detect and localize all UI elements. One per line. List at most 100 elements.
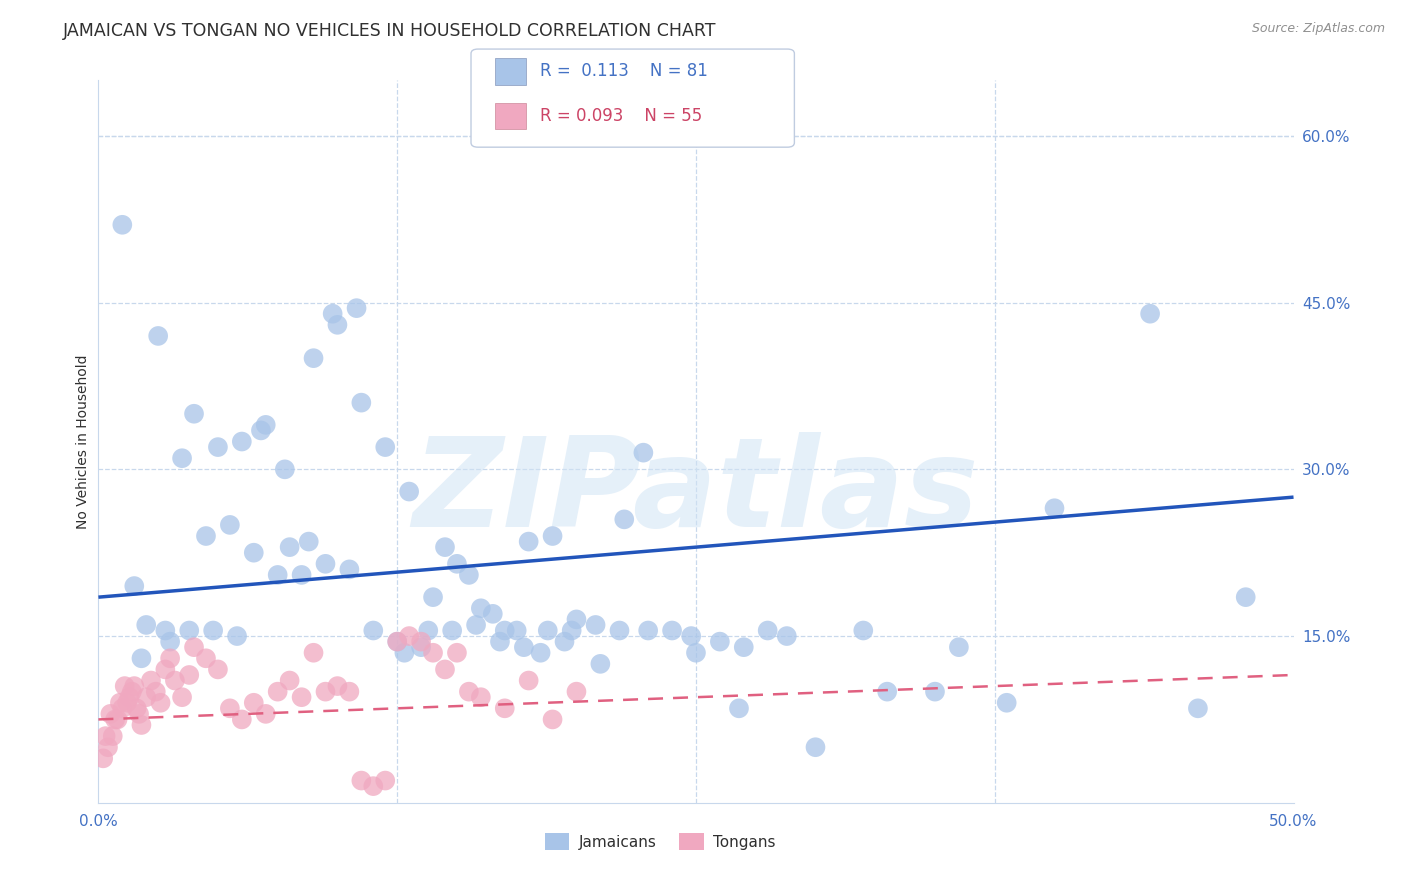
- Point: [537, 624, 560, 638]
- Point: [111, 218, 134, 232]
- Point: [195, 651, 218, 665]
- Point: [554, 634, 576, 648]
- Point: [458, 684, 481, 698]
- Point: [322, 307, 344, 321]
- Point: [302, 646, 325, 660]
- Point: [1234, 590, 1257, 604]
- Point: [267, 568, 290, 582]
- Point: [681, 629, 703, 643]
- Point: [111, 701, 134, 715]
- Point: [685, 646, 707, 660]
- Point: [207, 440, 229, 454]
- Point: [91, 751, 114, 765]
- Point: [131, 718, 153, 732]
- Point: [339, 684, 361, 698]
- Point: [470, 601, 492, 615]
- Point: [441, 624, 464, 638]
- Point: [118, 690, 141, 705]
- Point: [231, 713, 253, 727]
- Point: [482, 607, 505, 621]
- Point: [585, 618, 607, 632]
- Point: [135, 618, 157, 632]
- Point: [202, 624, 225, 638]
- Point: [159, 634, 181, 648]
- Point: [494, 701, 516, 715]
- Point: [350, 773, 373, 788]
- Y-axis label: No Vehicles in Household: No Vehicles in Household: [76, 354, 90, 529]
- Point: [243, 546, 266, 560]
- Point: [159, 651, 181, 665]
- Text: R = 0.093    N = 55: R = 0.093 N = 55: [540, 107, 702, 125]
- Point: [637, 624, 659, 638]
- Point: [346, 301, 368, 315]
- Point: [541, 529, 564, 543]
- Point: [470, 690, 492, 705]
- Point: [489, 634, 512, 648]
- Point: [315, 684, 337, 698]
- Point: [709, 634, 731, 648]
- Point: [302, 351, 325, 366]
- Point: [149, 696, 172, 710]
- Point: [124, 679, 146, 693]
- Point: [291, 568, 314, 582]
- Point: [124, 579, 146, 593]
- Point: [179, 624, 201, 638]
- Point: [465, 618, 488, 632]
- Point: [995, 696, 1018, 710]
- Point: [183, 640, 205, 655]
- Point: [278, 540, 301, 554]
- Point: [418, 624, 440, 638]
- Point: [291, 690, 314, 705]
- Point: [852, 624, 875, 638]
- Point: [385, 634, 409, 648]
- Point: [458, 568, 481, 582]
- Point: [121, 684, 143, 698]
- Point: [565, 612, 588, 626]
- Point: [172, 690, 194, 705]
- Point: [172, 451, 194, 466]
- Point: [278, 673, 301, 688]
- Point: [267, 684, 290, 698]
- Point: [661, 624, 683, 638]
- Point: [145, 684, 167, 698]
- Point: [411, 640, 433, 655]
- Point: [434, 540, 457, 554]
- Point: [924, 684, 946, 698]
- Point: [609, 624, 631, 638]
- Point: [108, 696, 131, 710]
- Point: [541, 713, 564, 727]
- Point: [446, 646, 468, 660]
- Point: [398, 629, 420, 643]
- Point: [254, 417, 277, 432]
- Point: [422, 590, 444, 604]
- Point: [446, 557, 468, 571]
- Point: [148, 329, 170, 343]
- Point: [385, 634, 409, 648]
- Point: [135, 690, 157, 705]
- Point: [315, 557, 337, 571]
- Point: [398, 484, 420, 499]
- Point: [139, 673, 162, 688]
- Point: [1043, 501, 1066, 516]
- Point: [804, 740, 827, 755]
- Point: [394, 646, 416, 660]
- Point: [163, 673, 186, 688]
- Point: [530, 646, 553, 660]
- Point: [155, 624, 177, 638]
- Point: [561, 624, 583, 638]
- Point: [326, 318, 349, 332]
- Point: [183, 407, 205, 421]
- Text: ZIPatlas: ZIPatlas: [413, 432, 979, 553]
- Point: [195, 529, 218, 543]
- Point: [254, 706, 277, 721]
- Point: [298, 534, 321, 549]
- Point: [565, 684, 588, 698]
- Point: [776, 629, 799, 643]
- Point: [876, 684, 898, 698]
- Point: [728, 701, 751, 715]
- Point: [422, 646, 444, 660]
- Point: [589, 657, 612, 671]
- Point: [350, 395, 373, 409]
- Point: [733, 640, 755, 655]
- Point: [131, 651, 153, 665]
